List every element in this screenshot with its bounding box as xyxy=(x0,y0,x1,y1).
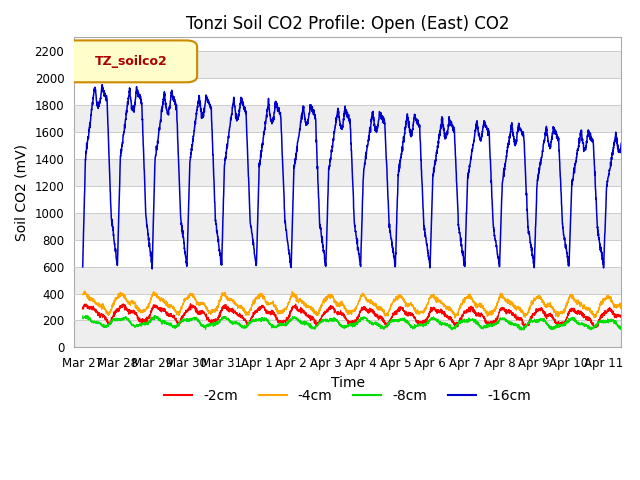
Title: Tonzi Soil CO2 Profile: Open (East) CO2: Tonzi Soil CO2 Profile: Open (East) CO2 xyxy=(186,15,509,33)
Bar xyxy=(74,266,621,293)
X-axis label: Time: Time xyxy=(331,376,365,390)
FancyBboxPatch shape xyxy=(66,40,197,82)
Text: TZ_soilco2: TZ_soilco2 xyxy=(95,55,168,68)
Bar xyxy=(74,51,621,78)
Bar xyxy=(74,213,621,240)
Bar xyxy=(74,321,621,348)
Bar xyxy=(74,105,621,132)
Bar xyxy=(74,159,621,186)
Legend: -2cm, -4cm, -8cm, -16cm: -2cm, -4cm, -8cm, -16cm xyxy=(159,384,536,408)
Y-axis label: Soil CO2 (mV): Soil CO2 (mV) xyxy=(15,144,29,241)
